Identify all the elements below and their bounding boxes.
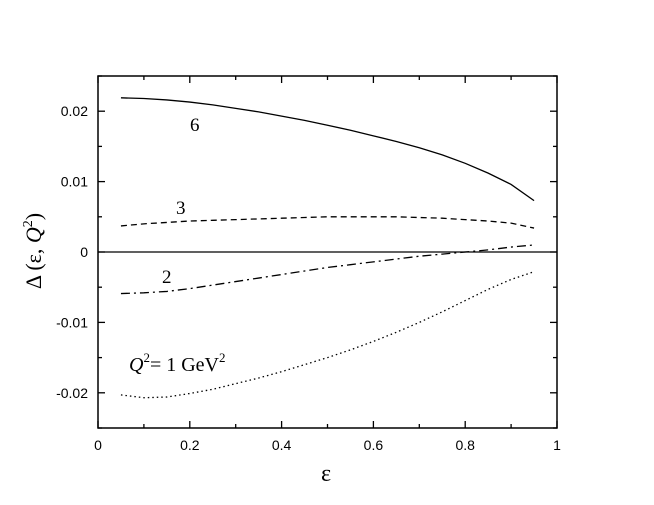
x-tick-label: 1 (553, 437, 561, 453)
curve-label-6: 6 (190, 115, 200, 136)
curve-label-2: 2 (162, 267, 172, 288)
y-tick-label: 0.02 (61, 103, 88, 119)
series-line-2 (120, 244, 535, 295)
annotation-q2: Q2= 1 GeV2 (129, 350, 226, 376)
y-tick-label: -0.01 (56, 314, 88, 330)
x-axis-title: ε (321, 461, 331, 487)
y-axis-title-var: Q (21, 227, 46, 243)
y-axis-title-prefix: Δ (ε, (21, 243, 46, 289)
x-tick-label: 0.6 (364, 437, 384, 453)
annotation-unit-sup: 2 (219, 350, 226, 365)
series-line-3 (120, 216, 535, 229)
annotation-sup: 2 (143, 350, 150, 365)
tick-label-group: 0 0.2 0.4 0.6 0.8 1 -0.02 -0.01 0 0.01 0.02 (56, 103, 561, 453)
x-tick-label: 0.8 (455, 437, 475, 453)
series-line-6 (120, 97, 535, 202)
annotation-var: Q (129, 354, 144, 376)
y-tick-label: 0.01 (61, 174, 88, 190)
y-axis-title-suffix: ) (21, 213, 46, 220)
y-axis-title-sup: 2 (21, 220, 36, 227)
y-axis-title: Δ (ε, Q2) (21, 213, 46, 289)
annotation-text: = 1 GeV (150, 354, 220, 376)
plot-frame (97, 75, 558, 429)
x-tick-label: 0.2 (180, 437, 200, 453)
x-tick-label: 0 (94, 437, 102, 453)
curve-label-3: 3 (176, 198, 186, 219)
x-tick-label: 0.4 (272, 437, 292, 453)
curve-group (120, 97, 535, 399)
y-tick-label: 0 (80, 244, 88, 260)
y-tick-label: -0.02 (56, 385, 88, 401)
series-line-1 (120, 271, 535, 399)
